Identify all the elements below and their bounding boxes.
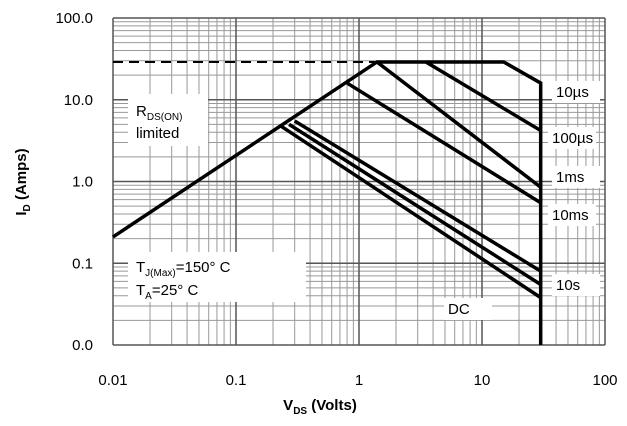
- rds-annotation: limited: [136, 125, 179, 142]
- label-background: [548, 127, 596, 149]
- series-label: 10s: [556, 277, 580, 294]
- x-tick-label: 100: [592, 372, 617, 389]
- ta-annotation: TA=25° C: [136, 282, 198, 302]
- soa-line: [425, 60, 542, 133]
- y-axis-label: ID (Amps): [13, 148, 33, 215]
- soa-line: [288, 122, 542, 286]
- soa-line: [112, 60, 543, 345]
- label-background: [552, 274, 600, 296]
- annotation-box: [128, 252, 306, 302]
- series-label: DC: [448, 301, 470, 318]
- x-tick-label: 0.1: [226, 372, 247, 389]
- series-label: 10ms: [552, 207, 589, 224]
- x-tick-label: 0.01: [98, 372, 127, 389]
- soa-line: [346, 81, 542, 205]
- soa-line: [279, 124, 542, 300]
- annotation-box: [128, 94, 208, 146]
- x-tick-label: 10: [474, 372, 491, 389]
- label-background: [444, 298, 492, 320]
- soa-line: [375, 60, 542, 189]
- y-tick-label: 1.0: [72, 174, 93, 191]
- y-tick-label: 0.1: [72, 255, 93, 272]
- y-tick-label: 0.0: [72, 337, 93, 354]
- y-tick-label: 10.0: [64, 92, 93, 109]
- label-background: [552, 81, 600, 103]
- rds-annotation: RDS(ON): [136, 103, 182, 123]
- x-tick-label: 1: [355, 372, 363, 389]
- label-background: [552, 166, 600, 188]
- label-background: [548, 204, 596, 226]
- marks: [112, 60, 543, 345]
- y-tick-label: 100.0: [55, 10, 93, 27]
- series-label: 100µs: [552, 130, 593, 147]
- series-label: 1ms: [556, 169, 584, 186]
- tj-annotation: TJ(Max)=150° C: [136, 259, 231, 279]
- series-label: 10µs: [556, 84, 589, 101]
- soa-line: [293, 119, 542, 273]
- x-axis-label: VDS (Volts): [283, 397, 357, 417]
